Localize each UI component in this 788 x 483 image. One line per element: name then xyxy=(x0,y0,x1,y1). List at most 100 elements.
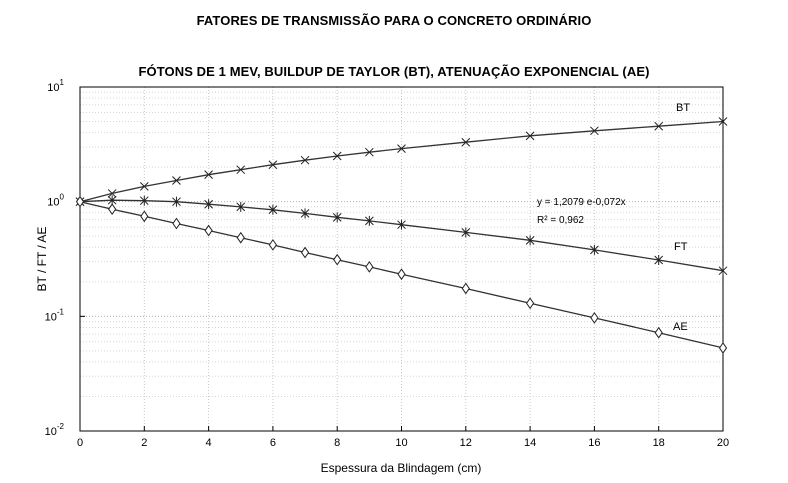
data-point-ae xyxy=(75,195,85,208)
data-point-bt xyxy=(364,147,374,157)
marker-diamond xyxy=(365,260,374,273)
data-point-bt xyxy=(204,170,213,180)
data-point-ft xyxy=(236,201,246,212)
data-point-bt xyxy=(590,126,599,136)
series-layer xyxy=(79,120,724,349)
marker-stroke xyxy=(525,131,535,141)
data-point-bt xyxy=(654,121,664,131)
fit-r2-annotation: R² = 0,962 xyxy=(537,215,584,226)
data-point-bt xyxy=(268,160,278,170)
marker-diamond xyxy=(590,311,599,324)
y-tick-label: 10-2 xyxy=(45,422,65,438)
data-point-ae xyxy=(654,326,663,339)
series-line-ft xyxy=(79,199,724,272)
x-axis-title: Espessura da Blindagem (cm) xyxy=(321,461,482,475)
data-point-ae xyxy=(268,238,278,251)
data-point-bt xyxy=(461,137,471,147)
data-point-bt xyxy=(300,155,310,165)
x-tick-label: 14 xyxy=(524,437,536,449)
y-tick-label: 10-1 xyxy=(45,307,65,323)
marker-stroke xyxy=(397,144,406,153)
marker-stroke xyxy=(461,137,471,147)
data-point-ae xyxy=(140,210,149,223)
fit-equation-annotation: y = 1,2079 e-0,072x xyxy=(537,197,626,208)
marker-stroke xyxy=(139,182,149,191)
data-point-ae xyxy=(108,203,117,216)
data-point-ft xyxy=(139,195,149,206)
data-point-bt xyxy=(332,151,342,161)
data-point-ft xyxy=(204,199,213,210)
data-point-bt xyxy=(718,117,728,126)
x-tick-label: 0 xyxy=(77,437,83,449)
marker-stroke xyxy=(364,147,374,157)
marker-diamond xyxy=(397,268,406,281)
marker-stroke xyxy=(300,155,310,165)
x-tick-label: 4 xyxy=(206,437,212,449)
data-point-ft xyxy=(300,208,310,219)
data-point-ae xyxy=(365,260,374,273)
grid xyxy=(79,87,724,432)
data-point-ft xyxy=(332,212,342,223)
marker-diamond xyxy=(236,231,245,244)
series-label-bt: BT xyxy=(676,102,690,114)
marker-diamond xyxy=(75,195,85,208)
series-label-ft: FT xyxy=(674,241,688,253)
marker-diamond xyxy=(333,253,342,266)
marker-stroke xyxy=(236,165,246,175)
marker-stroke xyxy=(332,151,342,161)
data-point-ft xyxy=(461,227,471,238)
x-tick-label: 18 xyxy=(653,437,665,449)
data-point-bt xyxy=(172,176,181,185)
data-point-bt xyxy=(236,165,246,175)
data-point-ae xyxy=(172,217,181,230)
data-point-ae xyxy=(718,342,728,354)
marker-stroke xyxy=(654,121,664,131)
chart-title: FATORES DE TRANSMISSÃO PARA O CONCRETO O… xyxy=(196,13,592,28)
data-point-ft xyxy=(525,235,535,246)
marker-stroke xyxy=(268,160,278,170)
x-tick-label: 20 xyxy=(717,437,729,449)
x-tick-label: 8 xyxy=(334,437,340,449)
marker-diamond xyxy=(268,238,278,251)
data-point-ae xyxy=(525,297,535,310)
axis-ticks: 0 2 4 6 8 10 12 14 16 18 20 10-2 10-1 100 101 xyxy=(45,78,730,449)
marker-diamond xyxy=(204,224,213,237)
marker-diamond xyxy=(718,342,728,354)
data-point-ft xyxy=(397,219,406,230)
marker-diamond xyxy=(654,326,663,339)
data-point-ft xyxy=(718,265,728,276)
marker-layer xyxy=(75,117,728,354)
data-point-ft xyxy=(590,244,599,255)
y-axis-title: BT / FT / AE xyxy=(35,227,49,292)
chart-subtitle: FÓTONS DE 1 MEV, BUILDUP DE TAYLOR (BT),… xyxy=(138,64,650,79)
marker-diamond xyxy=(300,246,310,259)
data-point-ae xyxy=(397,268,406,281)
marker-diamond xyxy=(525,297,535,310)
marker-diamond xyxy=(461,282,470,295)
data-point-ae xyxy=(204,224,213,237)
marker-stroke xyxy=(204,170,213,180)
marker-stroke xyxy=(718,117,728,126)
marker-diamond xyxy=(172,217,181,230)
data-point-ft xyxy=(364,215,374,226)
series-line-ae xyxy=(79,201,724,349)
data-point-ae xyxy=(590,311,599,324)
data-point-bt xyxy=(397,144,406,153)
data-point-ae xyxy=(300,246,310,259)
data-point-ae xyxy=(236,231,245,244)
data-point-ae xyxy=(333,253,342,266)
marker-diamond xyxy=(108,203,117,216)
data-point-bt xyxy=(139,182,149,191)
data-point-ft xyxy=(268,204,278,215)
x-tick-label: 12 xyxy=(460,437,472,449)
x-tick-label: 16 xyxy=(588,437,600,449)
series-line-bt xyxy=(79,120,724,203)
data-point-ae xyxy=(461,282,470,295)
x-tick-label: 10 xyxy=(395,437,407,449)
data-point-ft xyxy=(654,254,664,265)
data-point-bt xyxy=(525,131,535,141)
data-point-ft xyxy=(172,196,181,207)
y-tick-label: 100 xyxy=(47,193,64,209)
marker-stroke xyxy=(590,126,599,136)
